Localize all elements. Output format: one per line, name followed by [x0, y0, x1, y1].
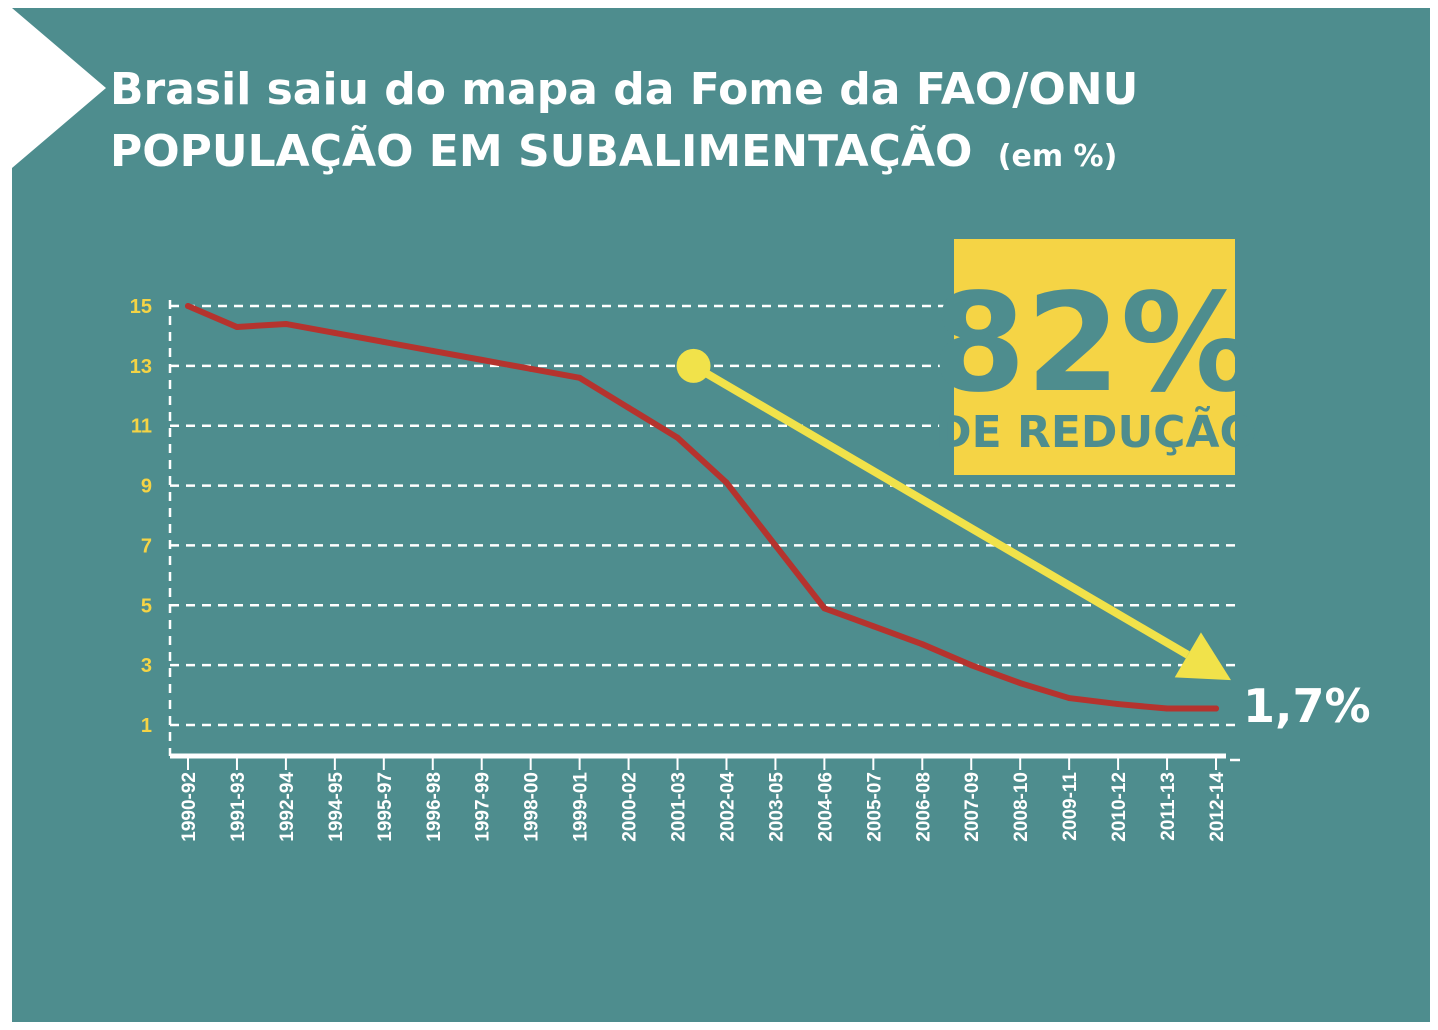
- end-value-label: 1,7%: [1243, 679, 1371, 733]
- arrow-start-dot: [676, 348, 711, 383]
- x-tick-label: 1991-93: [228, 772, 249, 842]
- x-tick-label: 1997-99: [473, 772, 494, 842]
- data-point: [919, 641, 926, 648]
- series-layer: [185, 303, 1219, 712]
- data-point: [1164, 705, 1171, 712]
- data-point: [723, 479, 730, 486]
- x-tick-label: 2002-04: [717, 772, 738, 842]
- data-point: [576, 374, 583, 381]
- x-tick-label: 1999-01: [571, 772, 592, 842]
- arrow-head: [1174, 632, 1231, 681]
- x-tick-label: 1995-97: [375, 772, 396, 842]
- x-tick-label: 1994-95: [326, 772, 347, 842]
- x-tick-label: 2003-05: [766, 772, 787, 842]
- trend-arrow: [676, 348, 1231, 681]
- x-tick-label: 2010-12: [1109, 772, 1130, 842]
- data-point: [870, 623, 877, 630]
- data-point: [527, 365, 534, 372]
- y-tick-label: 11: [131, 416, 152, 438]
- x-tick-label: 2000-02: [620, 772, 641, 842]
- data-point: [1017, 680, 1024, 687]
- chart-subtitle-main: POPULAÇÃO EM SUBALIMENTAÇÃO: [110, 124, 972, 177]
- data-point: [1115, 701, 1122, 708]
- data-point: [1066, 695, 1073, 702]
- x-tick-label: 2011-13: [1158, 772, 1179, 841]
- y-tick-label: 15: [130, 296, 152, 318]
- x-tick-label: 1992-94: [277, 772, 298, 842]
- reduction-callout: 82% DE REDUÇÃO: [931, 239, 1257, 475]
- data-point: [968, 662, 975, 669]
- x-tick-label: 2006-08: [913, 772, 934, 842]
- x-tick-label: 1990-92: [179, 772, 200, 842]
- data-point: [380, 338, 387, 345]
- data-point: [185, 303, 191, 309]
- data-point: [674, 434, 681, 441]
- x-tick-label: 2001-03: [669, 772, 690, 842]
- chart-subtitle-unit: (em %): [998, 139, 1118, 174]
- data-point: [625, 404, 632, 411]
- data-point: [331, 329, 338, 336]
- data-point: [233, 323, 240, 330]
- y-tick-label: 13: [130, 356, 152, 378]
- callout-label: DE REDUÇÃO: [935, 405, 1257, 458]
- data-point: [282, 320, 289, 327]
- axes: [168, 300, 1240, 770]
- data-point: [429, 347, 436, 354]
- x-tick-labels: 1990-92 1991-93 1992-94 1994-95 1995-97 1996-…: [179, 772, 1228, 842]
- data-point: [1213, 705, 1219, 712]
- y-tick-label: 7: [141, 535, 152, 557]
- arrow-shaft: [691, 362, 1190, 659]
- data-point: [772, 542, 779, 549]
- x-tick-label: 2012-14: [1207, 772, 1228, 842]
- y-tick-label: 9: [141, 476, 152, 498]
- x-tick-label: 1996-98: [424, 772, 445, 842]
- x-tick-label: 2009-11: [1060, 772, 1081, 841]
- x-tick-label: 1998-00: [522, 772, 543, 842]
- x-tick-label: 2008-10: [1011, 772, 1032, 842]
- data-point: [821, 605, 828, 612]
- y-tick-label: 3: [141, 655, 152, 677]
- series-line: [185, 303, 1219, 712]
- chart-subtitle: POPULAÇÃO EM SUBALIMENTAÇÃO (em %): [110, 124, 1117, 177]
- callout-percent: 82%: [931, 265, 1257, 423]
- x-tick-label: 2007-09: [962, 772, 983, 842]
- chart-title: Brasil saiu do mapa da Fome da FAO/ONU: [110, 64, 1138, 115]
- data-point: [478, 356, 485, 363]
- callout-box: [954, 239, 1235, 475]
- x-tick-label: 2004-06: [815, 772, 836, 842]
- x-tick-label: 2005-07: [864, 772, 885, 842]
- y-tick-label: 5: [141, 595, 152, 617]
- y-tick-label: 1: [141, 715, 152, 737]
